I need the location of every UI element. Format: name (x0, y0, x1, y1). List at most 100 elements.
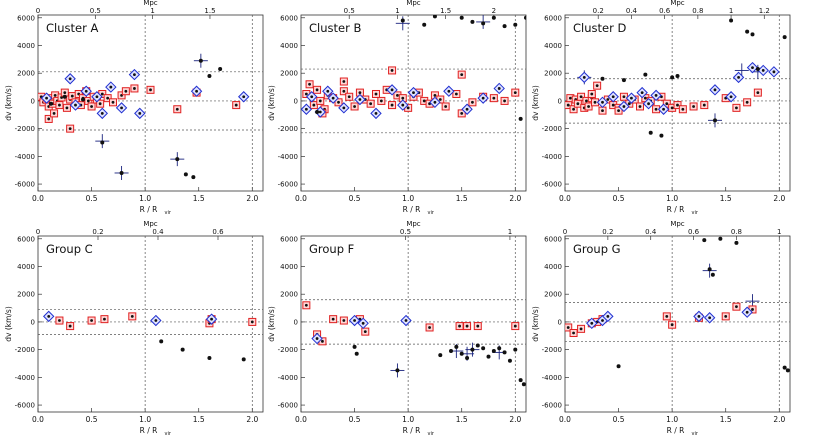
nonmember-point (659, 133, 664, 138)
x-axis-label: R / R (667, 205, 685, 214)
member-point (444, 105, 448, 108)
top-tick-label: 1 (508, 228, 512, 236)
member-point (676, 103, 679, 107)
nonmember-point (675, 73, 680, 78)
y-tick-label: 2000 (544, 70, 562, 78)
member-point (433, 93, 437, 97)
member-point (133, 87, 136, 90)
member-point (681, 107, 685, 111)
top-tick-label: 0 (36, 228, 40, 236)
panel-5: 0.0 0.5 1.0 1.5 2.0 -6000 -4000 -2000 0 2000 4000 6… (267, 220, 527, 437)
member-point (585, 99, 588, 103)
top-axis-label: Mpc (143, 220, 157, 228)
member-point (697, 314, 701, 318)
nonmember-point (643, 72, 648, 77)
nonmember-point (81, 97, 85, 102)
top-axis-label: Mpc (670, 220, 684, 228)
x-tick-label: 2.0 (246, 415, 258, 424)
member-point (138, 111, 142, 115)
member-point (68, 324, 72, 328)
top-tick-label: 0.8 (692, 7, 703, 15)
member-point (692, 105, 695, 108)
panel-4: 0.0 0.5 1.0 1.5 2.0 -6000 -4000 -2000 0 2000 4000 6… (4, 220, 264, 437)
x-tick-label: 1.0 (666, 194, 678, 203)
member-point (342, 89, 346, 93)
nonmember-point (621, 78, 626, 83)
member-point (756, 91, 760, 95)
nonmember-point (518, 378, 523, 383)
x-tick-label: 1.0 (666, 415, 678, 424)
panel-title: Group F (309, 242, 354, 256)
x-tick-label: 1.5 (193, 194, 205, 203)
nonmember-point (507, 358, 512, 363)
member-point (250, 320, 254, 324)
member-point (713, 88, 717, 92)
y-tick-label: -4000 (15, 374, 35, 382)
nonmember-point (459, 351, 464, 356)
nonmember-point (183, 172, 188, 177)
y-tick-label: -4000 (278, 153, 298, 161)
nonmember-point (486, 354, 491, 359)
member-point (363, 330, 367, 334)
member-point (606, 98, 610, 101)
member-point (390, 88, 394, 92)
member-point (708, 316, 712, 320)
x-tick-label: 1.5 (720, 194, 732, 203)
y-tick-label: -2000 (15, 346, 35, 354)
y-tick-label: -4000 (542, 153, 562, 161)
member-point (98, 102, 102, 106)
member-point (566, 103, 570, 107)
member-point (665, 102, 669, 106)
member-point (438, 98, 442, 101)
member-point (617, 109, 620, 113)
top-tick-label: 0 (36, 7, 40, 15)
member-point (638, 105, 642, 108)
nonmember-point (729, 18, 734, 23)
member-point (630, 96, 633, 100)
member-point (90, 105, 93, 108)
member-point (100, 92, 104, 96)
nonmember-point (438, 353, 443, 358)
nonmember-point (600, 76, 605, 81)
member-point (331, 317, 335, 321)
x-tick-label: 0.0 (295, 194, 307, 203)
member-point (358, 91, 362, 95)
member-point (422, 99, 426, 103)
x-axis-label-subscript: vir (692, 431, 699, 437)
member-point (745, 100, 749, 104)
nonmember-point (745, 29, 750, 34)
member-point (568, 96, 572, 100)
member-point (724, 314, 728, 318)
nonmember-point (702, 238, 707, 243)
y-tick-label: 6000 (280, 14, 298, 22)
nonmember-point (475, 343, 480, 348)
y-tick-label: 0 (31, 318, 35, 326)
y-tick-label: 0 (294, 318, 298, 326)
y-axis-label: dv (km/s) (267, 306, 276, 342)
member-point (606, 314, 610, 318)
top-tick-label: 0.5 (344, 7, 355, 15)
nonmember-point (454, 344, 459, 349)
member-point (68, 77, 72, 81)
x-tick-label: 0.5 (349, 415, 361, 424)
member-point (611, 103, 615, 107)
member-point (90, 319, 93, 322)
y-tick-label: 4000 (17, 263, 35, 271)
member-point (347, 95, 351, 99)
member-point (622, 105, 626, 108)
x-axis-label-subscript: vir (428, 431, 435, 437)
member-point (396, 93, 399, 97)
x-tick-label: 1.0 (139, 194, 151, 203)
x-tick-label: 0.5 (349, 194, 361, 203)
y-tick-label: 2000 (280, 291, 298, 299)
member-point (643, 96, 647, 100)
x-tick-label: 0.5 (613, 194, 625, 203)
member-point (745, 310, 749, 314)
top-tick-label: 1.5 (204, 7, 215, 15)
x-axis-label: R / R (140, 426, 158, 435)
top-axis-label: Mpc (406, 220, 420, 228)
member-point (737, 75, 740, 79)
member-point (369, 102, 373, 106)
member-point (513, 91, 517, 95)
member-point (111, 100, 115, 104)
